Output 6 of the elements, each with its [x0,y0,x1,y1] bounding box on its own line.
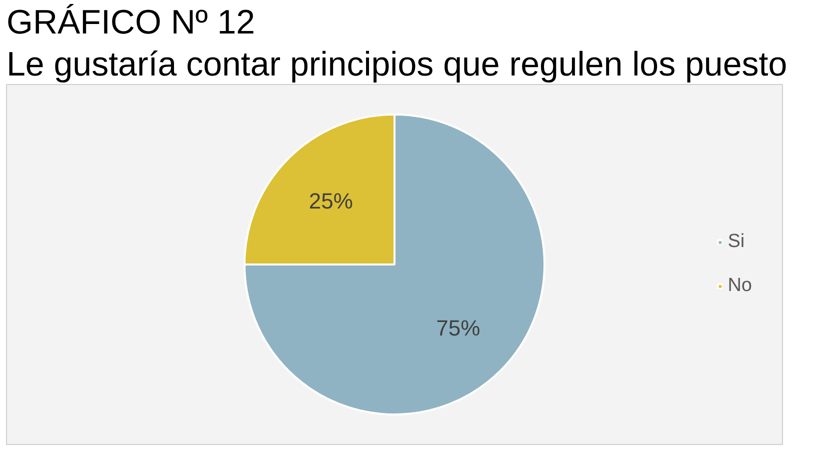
data-label: 25% [308,188,353,214]
data-label: 75% [436,316,480,341]
legend-label: No [728,275,752,297]
legend-label: Si [728,231,746,253]
chart-title: GRÁFICO Nº 12 [6,4,256,42]
chart-subtitle: Le gustaría contar principios que regulen los puesto [6,46,788,84]
